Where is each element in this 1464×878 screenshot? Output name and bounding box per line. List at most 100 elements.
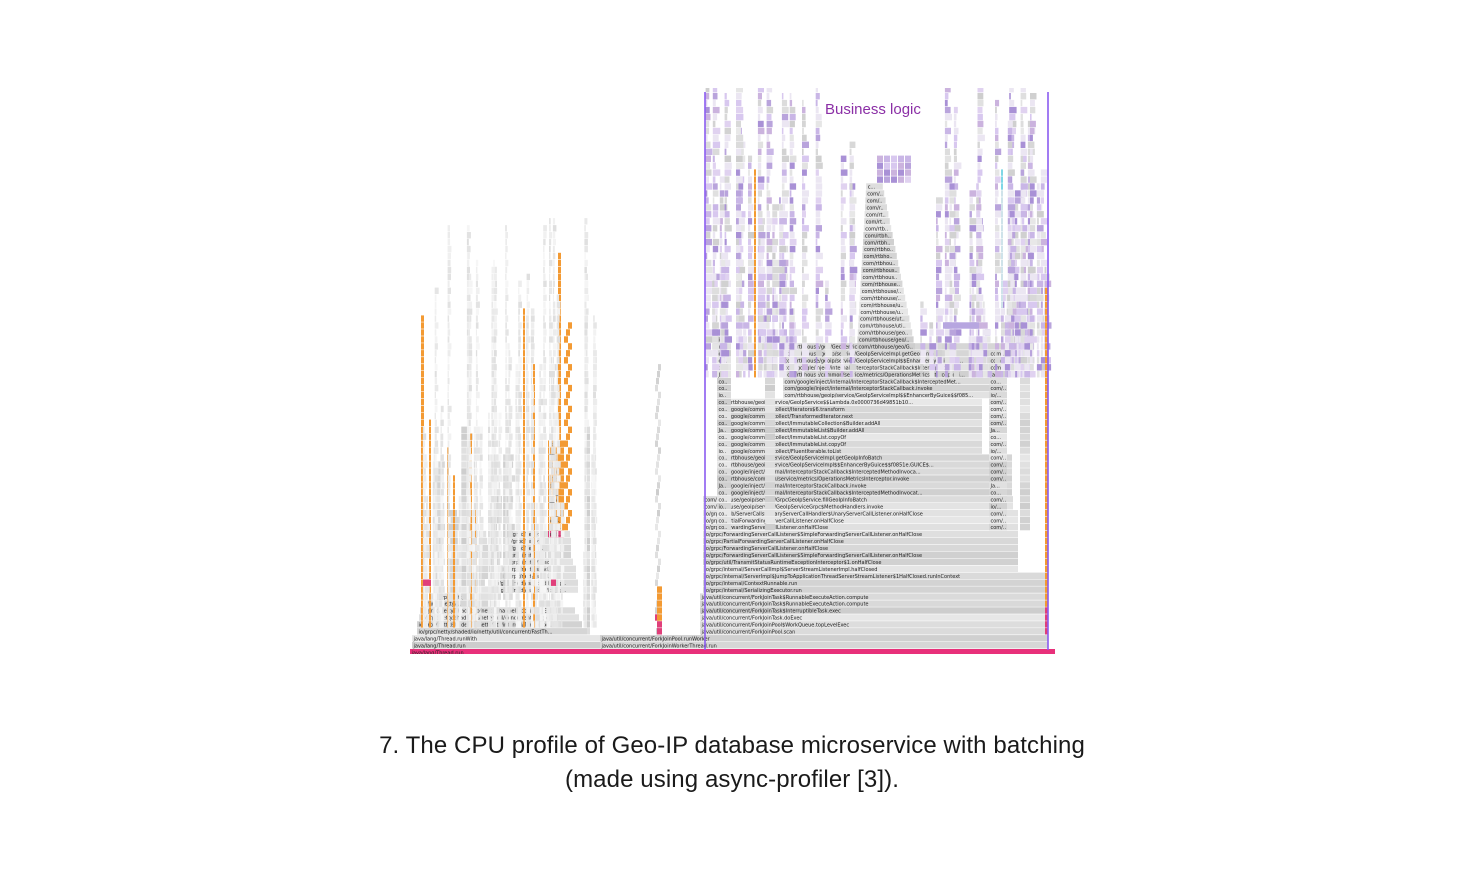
kernel-frame[interactable] xyxy=(754,169,756,176)
inlined-frame[interactable] xyxy=(977,127,983,135)
inlined-frame[interactable] xyxy=(1001,329,1005,336)
spike-frame[interactable] xyxy=(543,301,546,308)
spike-frame[interactable] xyxy=(505,301,507,308)
inlined-frame[interactable] xyxy=(949,280,953,287)
side-frame[interactable] xyxy=(765,468,775,475)
inlined-frame[interactable] xyxy=(738,238,742,246)
spike-frame[interactable] xyxy=(475,503,479,510)
spike-frame[interactable] xyxy=(434,301,437,308)
spike-frame[interactable] xyxy=(472,600,475,607)
spike-frame[interactable] xyxy=(475,266,478,274)
inlined-frame[interactable] xyxy=(802,141,809,148)
inlined-frame[interactable] xyxy=(1040,197,1044,204)
spike-frame[interactable] xyxy=(426,558,428,565)
spike-frame[interactable] xyxy=(587,579,590,586)
spike-frame[interactable] xyxy=(515,496,520,503)
inlined-frame[interactable] xyxy=(849,204,856,211)
spike-frame[interactable] xyxy=(447,489,451,496)
inlined-frame[interactable] xyxy=(976,245,984,253)
spike-frame[interactable] xyxy=(584,315,589,322)
inlined-frame[interactable] xyxy=(705,127,710,135)
spike-frame[interactable] xyxy=(556,329,560,336)
inlined-frame[interactable] xyxy=(789,93,792,100)
inlined-frame[interactable] xyxy=(944,350,950,357)
inlined-frame[interactable] xyxy=(995,252,1001,260)
spike-frame[interactable] xyxy=(455,579,459,586)
side-frame[interactable] xyxy=(765,482,775,489)
inlined-frame[interactable] xyxy=(877,169,883,176)
spike-frame[interactable] xyxy=(584,398,589,406)
side-frame[interactable] xyxy=(1001,183,1003,190)
inlined-frame[interactable] xyxy=(1030,280,1032,287)
netty-stack-frame[interactable] xyxy=(478,537,488,545)
spike-frame[interactable] xyxy=(543,225,547,232)
inlined-frame[interactable] xyxy=(1008,371,1016,378)
inlined-frame[interactable] xyxy=(1030,343,1034,350)
spike-frame[interactable] xyxy=(526,600,529,607)
spike-frame[interactable] xyxy=(554,510,556,517)
inlined-frame[interactable] xyxy=(995,162,998,169)
spike-frame[interactable] xyxy=(479,510,481,517)
spike-frame[interactable] xyxy=(518,308,520,315)
inlined-frame[interactable] xyxy=(1030,259,1033,267)
spike-frame[interactable] xyxy=(556,516,558,524)
spike-frame[interactable] xyxy=(584,537,588,545)
kernel-frame[interactable] xyxy=(754,266,756,274)
kernel-frame[interactable] xyxy=(453,523,455,531)
spike-frame[interactable] xyxy=(439,544,442,552)
spike-frame[interactable] xyxy=(540,461,544,468)
spike-frame[interactable] xyxy=(556,343,560,350)
spike-frame[interactable] xyxy=(495,600,498,607)
inlined-frame[interactable] xyxy=(849,169,853,176)
spike-frame[interactable] xyxy=(657,510,660,517)
spike-frame[interactable] xyxy=(508,405,513,413)
spike-frame[interactable] xyxy=(549,433,553,440)
spike-frame[interactable] xyxy=(556,614,559,621)
inlined-frame[interactable] xyxy=(840,238,845,246)
inlined-frame[interactable] xyxy=(840,162,844,169)
spike-frame[interactable] xyxy=(468,607,471,614)
kernel-frame[interactable] xyxy=(523,579,525,586)
inlined-frame[interactable] xyxy=(802,315,807,322)
spike-frame[interactable] xyxy=(467,607,470,614)
spike-frame[interactable] xyxy=(530,433,534,440)
inlined-frame[interactable] xyxy=(1015,190,1022,197)
spike-frame[interactable] xyxy=(434,405,438,413)
inlined-frame[interactable] xyxy=(757,127,765,135)
spike-frame[interactable] xyxy=(526,412,530,420)
spike-frame[interactable] xyxy=(505,530,508,538)
spike-frame[interactable] xyxy=(479,614,482,621)
spike-frame[interactable] xyxy=(543,371,547,378)
inlined-frame[interactable] xyxy=(944,252,947,260)
spike-frame[interactable] xyxy=(655,579,658,586)
inlined-frame[interactable] xyxy=(953,225,961,232)
spike-frame[interactable] xyxy=(475,280,478,287)
kernel-frame[interactable] xyxy=(1045,287,1048,294)
inlined-frame[interactable] xyxy=(738,308,743,315)
spike-frame[interactable] xyxy=(556,371,559,378)
inlined-frame[interactable] xyxy=(724,127,731,135)
netty-stack-frame[interactable] xyxy=(461,440,469,447)
inlined-frame[interactable] xyxy=(705,197,709,204)
inlined-frame[interactable] xyxy=(1044,273,1050,281)
inlined-frame[interactable] xyxy=(1030,364,1034,371)
spike-frame[interactable] xyxy=(498,496,502,503)
kernel-frame[interactable] xyxy=(453,537,455,545)
spike-frame[interactable] xyxy=(439,607,443,614)
spike-frame[interactable] xyxy=(498,468,502,475)
spike-frame[interactable] xyxy=(515,447,520,454)
spike-frame[interactable] xyxy=(583,551,585,559)
spike-frame[interactable] xyxy=(515,523,520,531)
spike-frame[interactable] xyxy=(494,579,496,586)
inlined-frame[interactable] xyxy=(1030,301,1038,308)
spike-frame[interactable] xyxy=(475,405,479,413)
spike-frame[interactable] xyxy=(475,551,479,559)
inlined-frame[interactable] xyxy=(736,190,742,197)
spike-frame[interactable] xyxy=(549,329,553,336)
side-frame[interactable]: co.. xyxy=(717,419,731,427)
spike-frame[interactable] xyxy=(447,614,449,621)
spike-frame[interactable] xyxy=(518,294,522,301)
kernel-frame[interactable] xyxy=(523,496,525,503)
spike-frame[interactable] xyxy=(434,398,438,406)
side-frame[interactable] xyxy=(765,461,775,468)
